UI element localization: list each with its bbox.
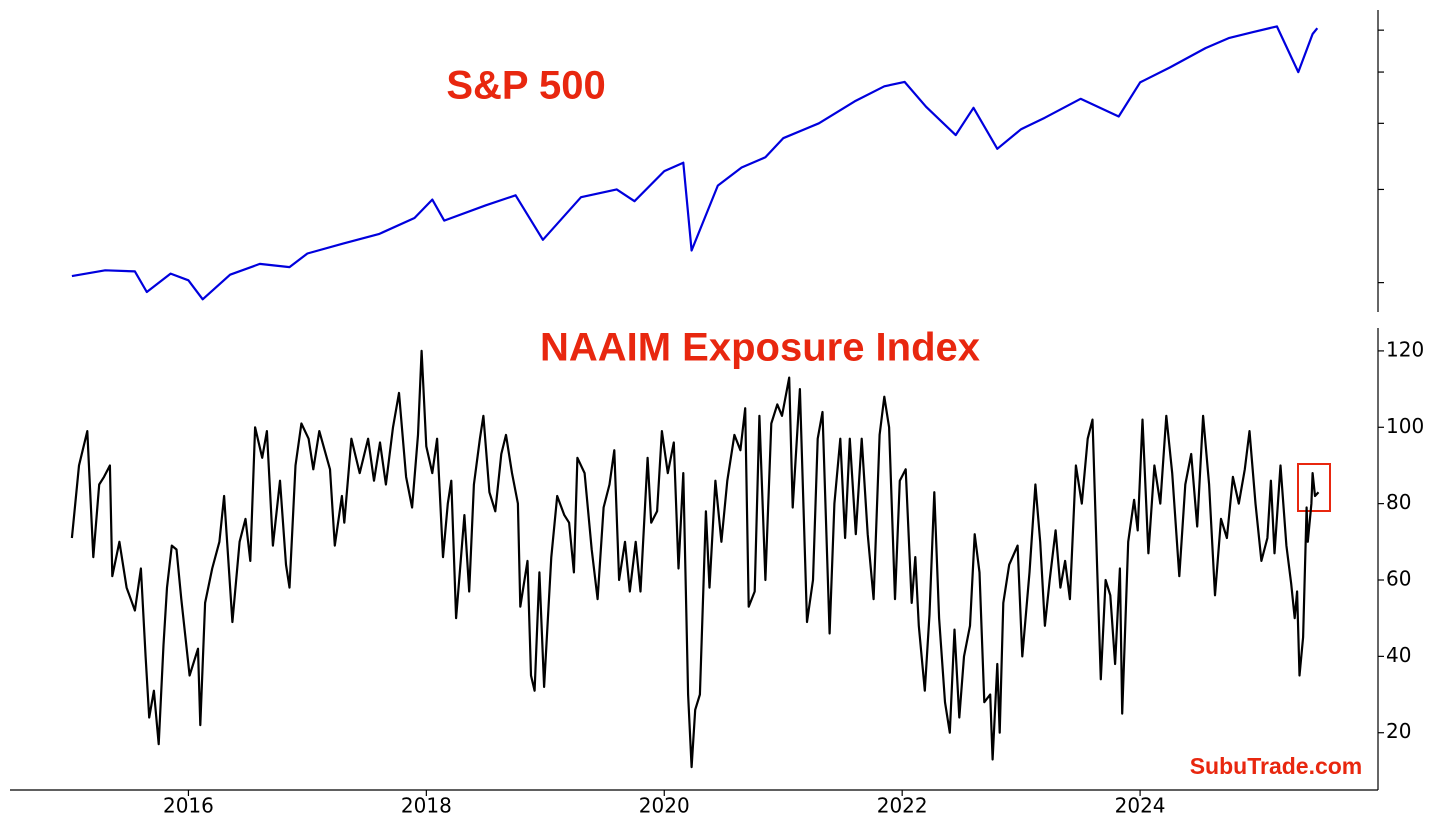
x-tick-label: 2024	[1115, 794, 1166, 818]
watermark: SubuTrade.com	[1190, 753, 1363, 779]
x-tick-label: 2018	[401, 794, 452, 818]
y-tick-label: 120	[1386, 337, 1424, 361]
x-tick-label: 2022	[877, 794, 928, 818]
series-line	[71, 25, 1319, 301]
y-tick-label: 40	[1386, 643, 1411, 667]
y-tick-label: 20	[1386, 719, 1411, 743]
chart-title: S&P 500	[446, 64, 605, 108]
y-tick-label: 100	[1386, 414, 1424, 438]
y-tick-label: 60	[1386, 567, 1411, 591]
highlight-box	[1297, 463, 1331, 512]
y-tick-label: 80	[1386, 490, 1411, 514]
x-tick-label: 2020	[639, 794, 690, 818]
series-line	[70, 349, 1320, 769]
chart-title: NAAIM Exposure Index	[540, 326, 980, 370]
x-tick-label: 2016	[163, 794, 214, 818]
